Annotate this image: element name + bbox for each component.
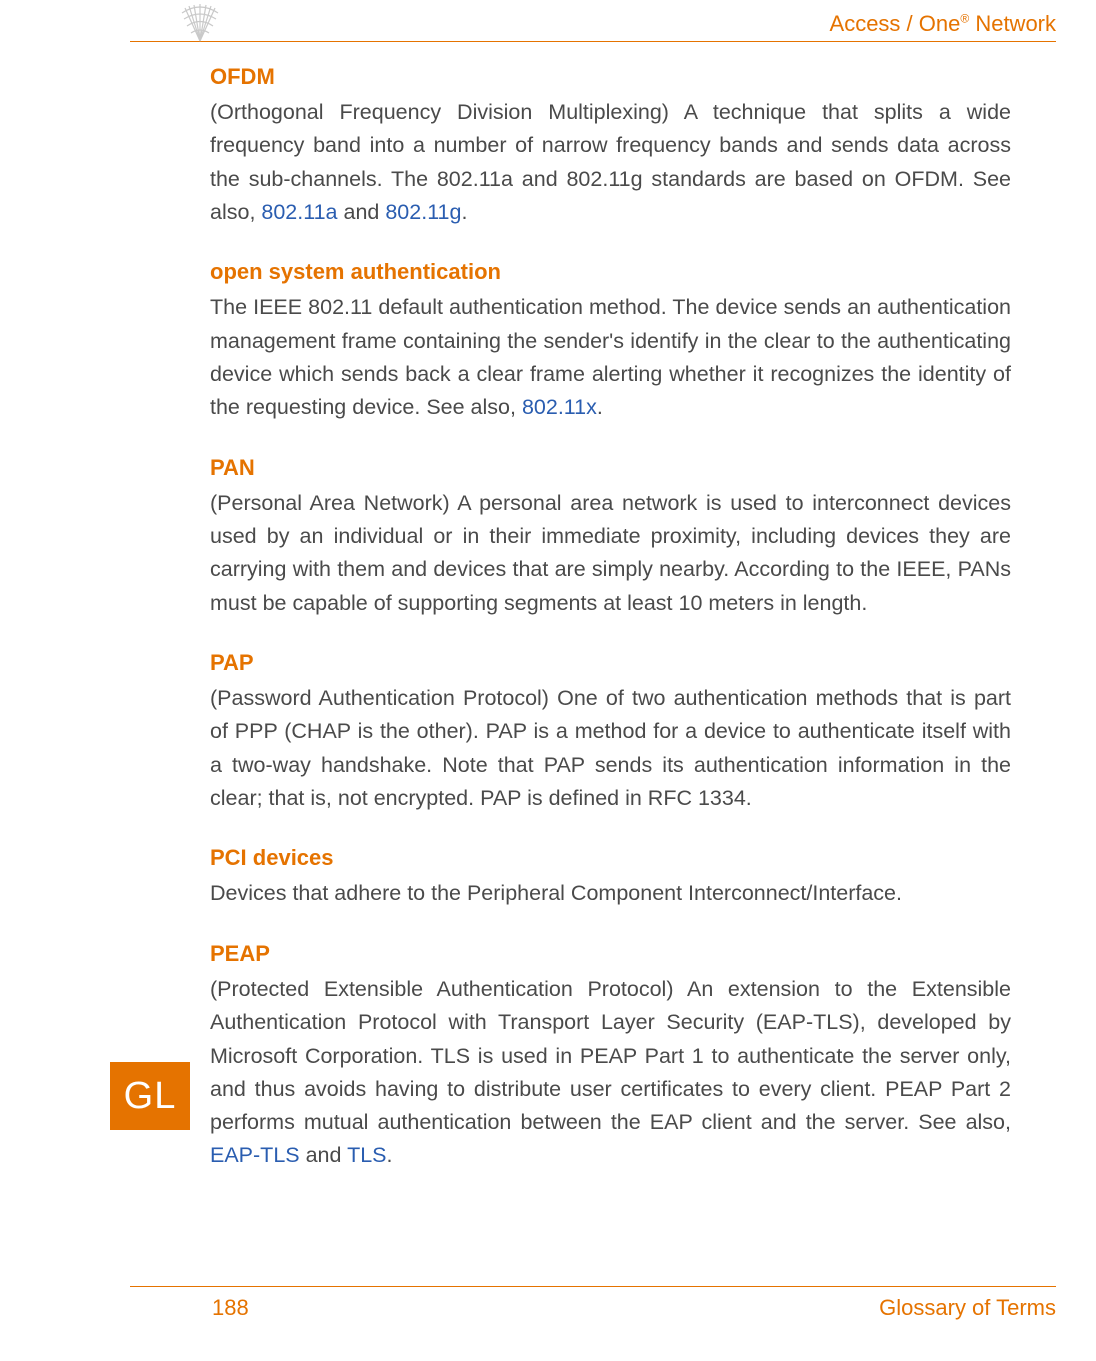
header-title-sup: ® xyxy=(960,12,969,26)
section-tab-badge: GL xyxy=(110,1062,190,1130)
term-title-pan: PAN xyxy=(210,451,1011,485)
body-text: and xyxy=(338,200,386,224)
term-body-pan: (Personal Area Network) A personal area … xyxy=(210,487,1011,620)
page-header: Access / One® Network xyxy=(130,0,1056,42)
term-body-ofdm: (Orthogonal Frequency Division Multiplex… xyxy=(210,96,1011,229)
logo-icon xyxy=(170,3,230,43)
term-title-pci-devices: PCI devices xyxy=(210,841,1011,875)
content-area: OFDM (Orthogonal Frequency Division Mult… xyxy=(210,60,1011,1173)
link-80211x[interactable]: 802.11x xyxy=(522,395,597,419)
link-80211g[interactable]: 802.11g xyxy=(385,200,461,224)
tab-label: GL xyxy=(124,1075,177,1118)
footer-section-title: Glossary of Terms xyxy=(879,1295,1056,1321)
term-body-pap: (Password Authentication Protocol) One o… xyxy=(210,682,1011,815)
term-body-peap: (Protected Extensible Authentication Pro… xyxy=(210,973,1011,1173)
term-title-open-system-auth: open system authentication xyxy=(210,255,1011,289)
link-80211a[interactable]: 802.11a xyxy=(261,200,337,224)
link-tls[interactable]: TLS xyxy=(347,1143,386,1167)
page-number: 188 xyxy=(130,1295,249,1321)
body-text: . xyxy=(597,395,603,419)
page-footer: 188 Glossary of Terms xyxy=(130,1286,1056,1321)
link-eap-tls[interactable]: EAP-TLS xyxy=(210,1143,300,1167)
term-title-pap: PAP xyxy=(210,646,1011,680)
term-title-peap: PEAP xyxy=(210,937,1011,971)
term-body-pci-devices: Devices that adhere to the Peripheral Co… xyxy=(210,877,1011,910)
body-text: . xyxy=(461,200,467,224)
body-text: (Protected Extensible Authentication Pro… xyxy=(210,977,1011,1134)
body-text: The IEEE 802.11 default authentication m… xyxy=(210,295,1011,419)
term-title-ofdm: OFDM xyxy=(210,60,1011,94)
header-title: Access / One® Network xyxy=(830,11,1056,37)
body-text: and xyxy=(300,1143,347,1167)
header-title-post: Network xyxy=(969,11,1056,36)
term-body-open-system-auth: The IEEE 802.11 default authentication m… xyxy=(210,291,1011,424)
body-text: . xyxy=(387,1143,393,1167)
header-title-pre: Access / One xyxy=(830,11,961,36)
